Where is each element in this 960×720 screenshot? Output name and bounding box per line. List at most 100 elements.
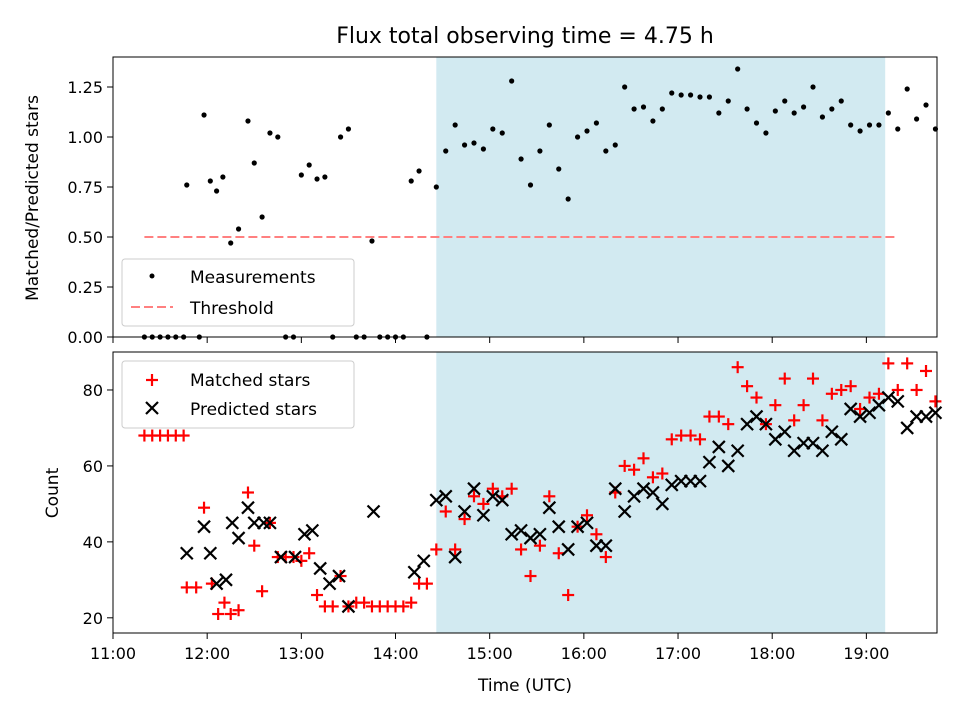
top-y-tick-label: 1.25 bbox=[67, 78, 103, 97]
matched-star-point bbox=[920, 364, 933, 377]
measurement-point bbox=[207, 178, 213, 184]
predicted-star-point bbox=[225, 516, 240, 530]
measurement-point bbox=[612, 142, 618, 148]
measurement-point bbox=[433, 184, 439, 190]
matched-star-point bbox=[248, 539, 261, 552]
measurement-point bbox=[763, 130, 769, 136]
matched-star-point bbox=[863, 391, 876, 404]
predicted-star-point bbox=[429, 493, 444, 507]
matched-star-point bbox=[580, 509, 593, 522]
measurement-point bbox=[471, 140, 477, 146]
predicted-star-point bbox=[514, 523, 528, 538]
matched-star-point bbox=[910, 383, 923, 396]
predicted-star-point bbox=[730, 443, 745, 458]
measurement-point bbox=[772, 108, 778, 114]
predicted-star-point bbox=[655, 497, 670, 511]
measurement-point bbox=[275, 134, 281, 140]
measurement-point bbox=[697, 94, 703, 100]
predicted-star-point bbox=[693, 474, 707, 488]
bottom-x-tick-label: 12:00 bbox=[184, 644, 230, 663]
bottom-x-tick-label: 17:00 bbox=[655, 644, 701, 663]
predicted-star-point bbox=[900, 421, 914, 435]
predicted-star-point bbox=[787, 443, 801, 458]
top-y-tick-label: 0.75 bbox=[67, 178, 103, 197]
predicted-star-point bbox=[231, 531, 246, 545]
matched-star-point bbox=[334, 570, 347, 583]
predicted-star-point bbox=[203, 546, 218, 561]
matched-star-point bbox=[797, 399, 810, 412]
measurement-point bbox=[443, 148, 449, 154]
predicted-star-point bbox=[580, 516, 594, 530]
matched-star-point bbox=[177, 429, 190, 442]
bottom-x-tick-label: 11:00 bbox=[90, 644, 136, 663]
measurement-point bbox=[408, 178, 414, 184]
predicted-star-point bbox=[843, 402, 858, 416]
matched-star-point bbox=[543, 490, 556, 503]
bottom-x-tick-label: 13:00 bbox=[278, 644, 324, 663]
measurement-point bbox=[913, 116, 920, 122]
measurement-point bbox=[659, 106, 665, 112]
matched-star-point bbox=[637, 452, 650, 465]
bottom-y-tick-label: 20 bbox=[83, 609, 103, 628]
measurement-point bbox=[314, 176, 320, 182]
predicted-star-point bbox=[919, 409, 933, 424]
bottom-x-tick-label: 19:00 bbox=[843, 644, 889, 663]
bottom-legend-box bbox=[121, 360, 355, 429]
predicted-star-point bbox=[523, 531, 538, 545]
predicted-star-point bbox=[853, 409, 867, 424]
top-y-tick-label: 0.25 bbox=[67, 278, 103, 297]
matched-star-point bbox=[788, 414, 801, 427]
measurement-point bbox=[452, 122, 458, 128]
bottom-y-tick-label: 60 bbox=[83, 457, 103, 476]
matched-star-point bbox=[769, 399, 782, 412]
measurement-point bbox=[499, 130, 505, 136]
measurement-point bbox=[782, 98, 788, 104]
predicted-star-points bbox=[179, 390, 943, 614]
predicted-star-point bbox=[759, 417, 773, 431]
predicted-star-point bbox=[740, 417, 754, 431]
matched-star-point bbox=[218, 596, 231, 609]
predicted-star-point bbox=[712, 440, 726, 454]
measurement-point bbox=[345, 126, 352, 132]
matched-star-point bbox=[741, 380, 754, 393]
matched-star-point bbox=[722, 418, 735, 431]
matched-star-point bbox=[844, 380, 857, 393]
predicted-star-point bbox=[890, 394, 905, 409]
matched-star-point bbox=[750, 391, 763, 404]
matched-star-point bbox=[467, 490, 480, 503]
measurement-point bbox=[838, 98, 844, 104]
predicted-star-point bbox=[881, 390, 896, 405]
predicted-star-point bbox=[256, 516, 271, 530]
bottom-x-tick-label: 14:00 bbox=[372, 644, 418, 663]
matched-star-point bbox=[241, 486, 254, 499]
predicted-star-point bbox=[297, 527, 312, 542]
measurement-point bbox=[235, 226, 242, 232]
matched-star-point bbox=[882, 357, 895, 370]
measurement-point bbox=[650, 118, 656, 124]
matched-star-point bbox=[439, 505, 452, 518]
measurement-point bbox=[220, 174, 226, 180]
predicted-star-point bbox=[825, 424, 839, 439]
measurement-point bbox=[461, 142, 468, 148]
predicted-star-point bbox=[617, 504, 632, 519]
matched-star-point bbox=[232, 604, 245, 617]
measurement-point bbox=[800, 104, 807, 110]
legend-matched-label: Matched stars bbox=[190, 371, 310, 391]
measurement-point bbox=[848, 122, 854, 128]
matched-star-point bbox=[731, 361, 744, 374]
legend-measurements-marker bbox=[149, 273, 155, 279]
matched-star-point bbox=[684, 429, 697, 442]
matched-star-point bbox=[256, 585, 269, 598]
top-y-tick-label: 0.00 bbox=[67, 328, 103, 347]
matched-star-point bbox=[458, 513, 471, 526]
predicted-star-point bbox=[241, 500, 255, 515]
bottom-plot-frame bbox=[112, 351, 938, 634]
predicted-star-point bbox=[322, 576, 337, 591]
matched-star-point bbox=[397, 600, 410, 613]
predicted-star-point bbox=[305, 523, 320, 538]
matched-star-point bbox=[835, 383, 848, 396]
measurement-point bbox=[259, 214, 265, 220]
matched-star-point bbox=[618, 459, 631, 472]
bottom-x-tick-label: 15:00 bbox=[467, 644, 513, 663]
